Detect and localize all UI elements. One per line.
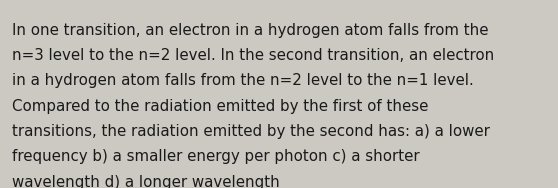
- Text: transitions, the radiation emitted by the second has: a) a lower: transitions, the radiation emitted by th…: [12, 124, 490, 139]
- Text: frequency b) a smaller energy per photon c) a shorter: frequency b) a smaller energy per photon…: [12, 149, 420, 164]
- Text: in a hydrogen atom falls from the n=2 level to the n=1 level.: in a hydrogen atom falls from the n=2 le…: [12, 73, 474, 88]
- Text: wavelength d) a longer wavelength: wavelength d) a longer wavelength: [12, 175, 280, 188]
- Text: In one transition, an electron in a hydrogen atom falls from the: In one transition, an electron in a hydr…: [12, 23, 489, 38]
- Text: Compared to the radiation emitted by the first of these: Compared to the radiation emitted by the…: [12, 99, 429, 114]
- Text: n=3 level to the n=2 level. In the second transition, an electron: n=3 level to the n=2 level. In the secon…: [12, 48, 494, 63]
